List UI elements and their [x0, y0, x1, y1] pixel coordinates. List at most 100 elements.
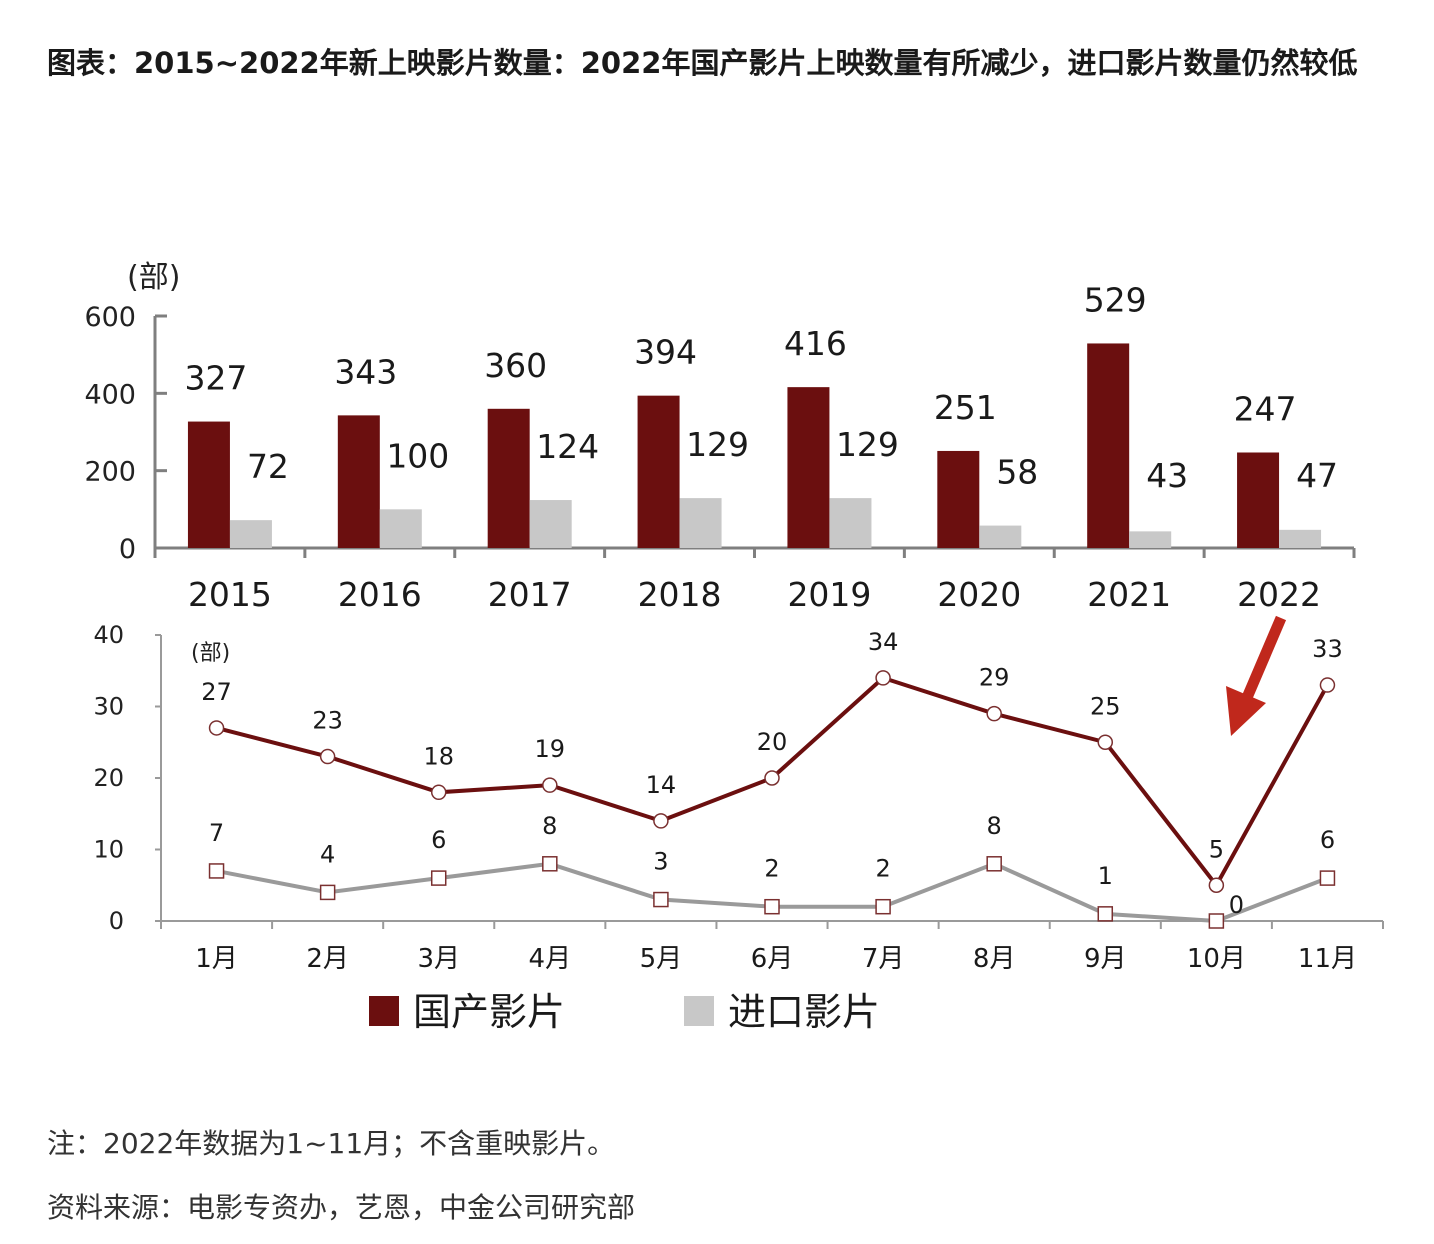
- line-imported-marker: [542, 856, 558, 872]
- bar-imported-value-label: 100: [386, 436, 449, 475]
- bar-category-label: 2018: [638, 575, 722, 614]
- line-imported-marker: [319, 884, 336, 901]
- line-imported-marker: [653, 891, 669, 908]
- line-category-label: 9月: [1084, 944, 1127, 974]
- bar-domestic-2015: [187, 421, 230, 548]
- legend-swatch-imported: [684, 996, 714, 1026]
- line-domestic-value-label: 33: [1312, 635, 1343, 663]
- bar-imported-value-label: 43: [1146, 456, 1188, 495]
- bar-domestic-value-label: 247: [1234, 389, 1297, 428]
- bar-domestic-value-label: 416: [784, 324, 847, 363]
- line-imported-value-label: 2: [764, 855, 779, 883]
- bar-imported-2015: [229, 520, 272, 548]
- footnote: 注：2022年数据为1~11月；不含重映影片。: [47, 1127, 616, 1160]
- bar-category-label: 2021: [1087, 575, 1171, 614]
- legend-label-domestic: 国产影片: [413, 990, 565, 1034]
- bar-domestic-value-label: 529: [1084, 280, 1147, 319]
- line-imported-value-label: 7: [209, 819, 224, 847]
- line-category-label: 5月: [640, 944, 683, 974]
- bar-imported-2022: [1279, 529, 1322, 548]
- line-domestic-value-label: 20: [757, 728, 788, 756]
- bar-imported-2020: [979, 525, 1022, 548]
- line-domestic-marker: [542, 777, 558, 793]
- chart-area: (部)0200400600327722015343100201636012420…: [84, 260, 1384, 1034]
- line-imported-marker: [764, 898, 780, 915]
- bar-domestic-2020: [937, 450, 980, 548]
- line-unit-label: (部): [191, 641, 230, 666]
- bar-unit-label: (部): [127, 260, 180, 295]
- bar-imported-2018: [679, 498, 722, 548]
- line-y-tick-label: 30: [93, 693, 124, 721]
- line-imported-value-label: 1: [1098, 862, 1113, 890]
- bar-category-label: 2022: [1237, 575, 1321, 614]
- bar-domestic-2021: [1087, 343, 1130, 548]
- bar-category-label: 2017: [488, 575, 572, 614]
- line-imported-marker: [986, 856, 1002, 872]
- line-imported-value-label: 6: [431, 826, 446, 854]
- bar-domestic-2022: [1237, 452, 1280, 548]
- bar-category-label: 2015: [188, 575, 272, 614]
- line-category-label: 4月: [529, 944, 572, 974]
- line-imported-marker: [208, 863, 225, 879]
- line-category-label: 11月: [1298, 944, 1357, 974]
- annotation-arrow-shaft: [1240, 615, 1287, 703]
- bar-domestic-value-label: 251: [934, 388, 997, 427]
- page-title: 图表：2015~2022年新上映影片数量：2022年国产影片上映数量有所减少，进…: [47, 46, 1358, 80]
- line-imported-value-label: 4: [320, 840, 335, 868]
- bar-imported-value-label: 47: [1296, 456, 1338, 495]
- line-domestic-marker: [875, 670, 891, 686]
- line-y-tick-label: 0: [109, 907, 124, 935]
- line-domestic-value-label: 19: [535, 735, 566, 763]
- source-note: 资料来源：电影专资办，艺恩，中金公司研究部: [47, 1191, 636, 1224]
- bar-y-tick-label: 0: [119, 534, 136, 565]
- bar-imported-value-label: 129: [686, 425, 749, 464]
- line-domestic-value-label: 14: [646, 771, 677, 799]
- legend: 国产影片 进口影片: [369, 990, 880, 1034]
- bar-imported-value-label: 72: [247, 447, 289, 486]
- bar-category-label: 2016: [338, 575, 422, 614]
- line-domestic-value-label: 5: [1209, 835, 1224, 863]
- line-domestic-marker: [1319, 677, 1336, 693]
- bar-domestic-value-label: 360: [484, 346, 547, 385]
- line-imported-value-label: 3: [653, 848, 668, 876]
- bar-domestic-2017: [487, 408, 530, 548]
- line-domestic-value-label: 23: [312, 707, 343, 735]
- line-domestic-value-label: 29: [979, 664, 1010, 692]
- bar-imported-value-label: 129: [836, 425, 899, 464]
- line-domestic-value-label: 18: [423, 742, 454, 770]
- line-y-tick-label: 40: [93, 621, 124, 649]
- line-domestic-marker: [319, 748, 336, 765]
- line-domestic-marker: [986, 705, 1002, 722]
- line-domestic-marker: [1097, 734, 1114, 750]
- line-y-tick-label: 20: [93, 764, 124, 792]
- line-category-label: 6月: [751, 944, 794, 974]
- bar-domestic-2016: [337, 415, 380, 548]
- line-category-label: 1月: [195, 944, 238, 974]
- line-domestic-marker: [653, 813, 669, 829]
- line-domestic-value-label: 34: [868, 628, 899, 656]
- legend-swatch-domestic: [369, 996, 399, 1026]
- line-domestic-marker: [1208, 877, 1225, 893]
- bar-domestic-value-label: 327: [184, 359, 247, 398]
- line-category-label: 10月: [1187, 944, 1246, 974]
- bar-category-label: 2020: [937, 575, 1021, 614]
- line-category-label: 8月: [973, 944, 1016, 974]
- line-y-tick-label: 10: [93, 836, 124, 864]
- line-domestic-marker: [764, 770, 780, 786]
- bar-domestic-2018: [637, 395, 680, 548]
- bar-y-tick-label: 400: [84, 379, 136, 410]
- bar-imported-2016: [379, 509, 422, 548]
- bar-y-tick-label: 200: [84, 457, 136, 488]
- line-imported-value-label: 2: [875, 855, 890, 883]
- annual-bar-chart: (部) 0 200 400 600 327 72 2015 343 100 2016 360 124 20…: [84, 260, 1356, 614]
- annotation-arrow-head: [1226, 686, 1266, 736]
- bar-y-tick-label: 600: [84, 302, 136, 333]
- line-category-label: 2月: [306, 944, 349, 974]
- line-imported-value-label: 8: [987, 812, 1002, 840]
- bar-domestic-value-label: 394: [634, 333, 697, 372]
- line-imported-marker: [430, 870, 447, 886]
- line-category-label: 3月: [417, 944, 460, 974]
- line-imported-marker: [1097, 906, 1114, 922]
- bar-imported-value-label: 58: [996, 453, 1038, 492]
- line-imported-marker: [1208, 913, 1225, 929]
